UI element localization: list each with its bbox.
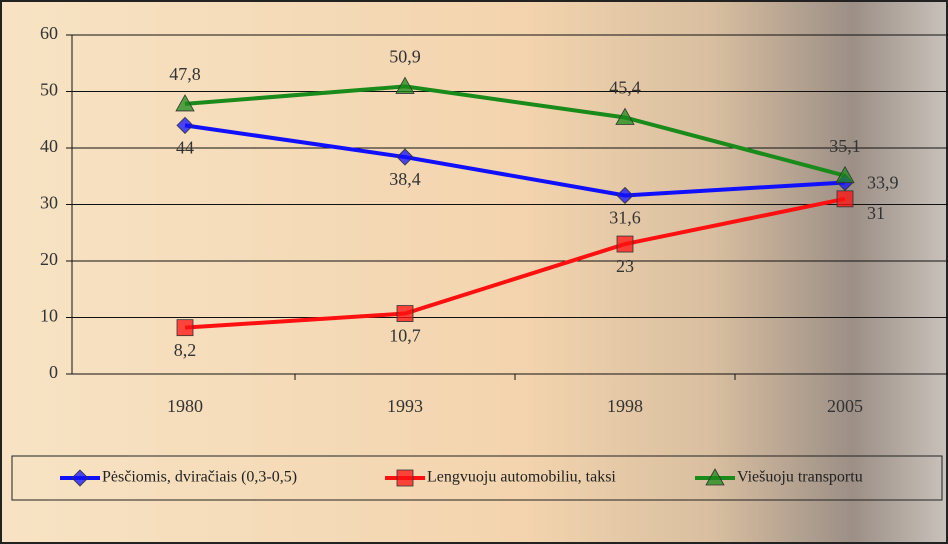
legend-label: Pėsčiomis, dviračiais (0,3-0,5) [102, 469, 297, 486]
data-label: 45,4 [609, 78, 641, 98]
x-tick-label: 1993 [387, 396, 423, 416]
data-point [177, 320, 193, 336]
legend-label: Viešuoju transportu [737, 469, 863, 486]
data-label: 31 [867, 203, 885, 223]
x-tick-label: 1980 [167, 396, 203, 416]
data-label: 50,9 [389, 47, 421, 67]
y-tick-label: 10 [40, 306, 58, 326]
background [0, 0, 948, 544]
data-label: 35,1 [829, 136, 861, 156]
x-tick-label: 2005 [827, 396, 863, 416]
data-point [397, 306, 413, 322]
data-label: 23 [616, 256, 634, 276]
y-tick-label: 30 [40, 193, 58, 213]
data-label: 33,9 [867, 173, 899, 193]
data-point [837, 191, 853, 207]
y-tick-label: 0 [49, 362, 58, 382]
page: {"chart_data": {"type": "line", "categor… [0, 0, 948, 544]
legend: Pėsčiomis, dviračiais (0,3-0,5) Lengvuoju… [60, 469, 863, 486]
data-label: 44 [176, 138, 194, 158]
x-tick-label: 1998 [607, 396, 643, 416]
data-label: 38,4 [389, 169, 421, 189]
y-tick-label: 20 [40, 249, 58, 269]
data-label: 47,8 [169, 64, 201, 84]
data-point [617, 236, 633, 252]
legend-label: Lengvuoju automobiliu, taksi [427, 469, 616, 486]
data-label: 31,6 [609, 208, 641, 228]
y-tick-label: 50 [40, 80, 58, 100]
y-tick-label: 40 [40, 136, 58, 156]
y-tick-label: 60 [40, 23, 58, 43]
chart: Pėsčiomis, dviračiais (0,3-0,5) Lengvuoju… [0, 0, 948, 544]
data-label: 10,7 [389, 326, 421, 346]
legend-marker [397, 470, 413, 486]
data-label: 8,2 [174, 340, 197, 360]
